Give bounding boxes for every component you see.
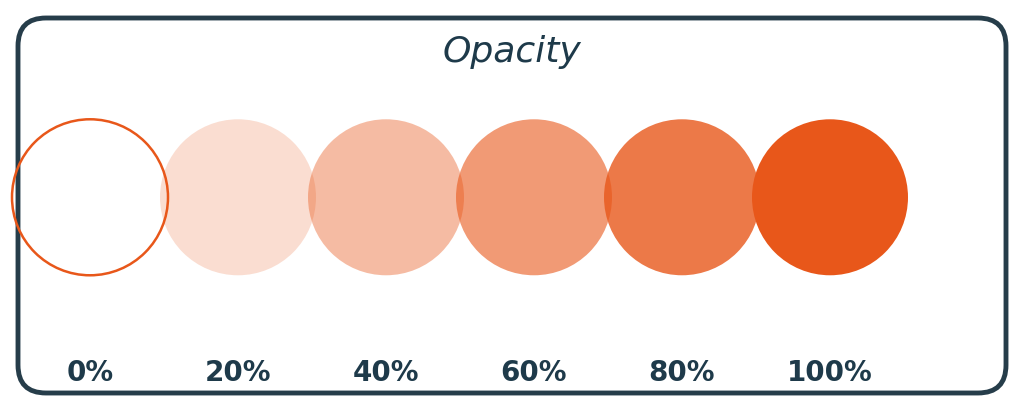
- FancyBboxPatch shape: [18, 18, 1006, 393]
- Text: 0%: 0%: [67, 359, 114, 387]
- Circle shape: [752, 119, 908, 275]
- Circle shape: [160, 119, 316, 275]
- Text: 20%: 20%: [205, 359, 271, 387]
- Circle shape: [456, 119, 612, 275]
- Text: 60%: 60%: [501, 359, 567, 387]
- Text: 100%: 100%: [787, 359, 872, 387]
- Circle shape: [604, 119, 760, 275]
- Text: Opacity: Opacity: [442, 35, 582, 69]
- Circle shape: [308, 119, 464, 275]
- Text: 80%: 80%: [649, 359, 715, 387]
- Text: 40%: 40%: [352, 359, 419, 387]
